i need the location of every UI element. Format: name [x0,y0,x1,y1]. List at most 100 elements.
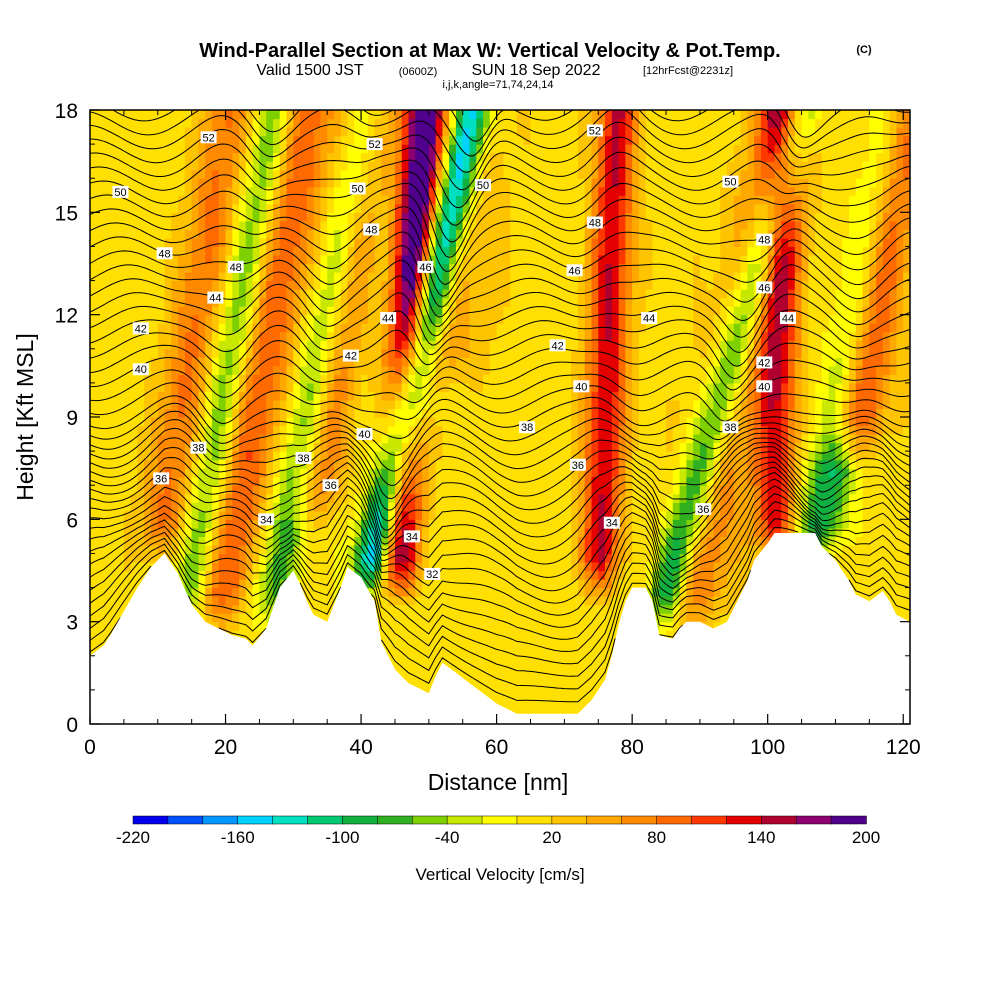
field-cell [137,399,145,410]
field-cell [428,596,437,606]
field-cell [333,314,342,324]
field-cell [333,587,342,597]
field-cell [449,570,457,580]
field-cell [469,553,477,563]
field-cell [510,144,518,154]
field-cell [96,254,105,265]
field-cell [381,365,389,375]
field-cell [374,246,383,256]
field-cell [530,110,538,120]
valid-date: SUN 18 Sep 2022 [472,62,601,79]
field-cell [374,604,383,614]
field-cell [266,246,274,256]
field-cell [279,144,288,154]
field-cell [144,553,152,563]
field-cell [537,348,545,358]
field-cell [462,348,471,358]
field-cell [503,246,511,256]
field-cell [503,272,511,282]
field-cell [422,561,430,572]
field-cell [455,237,464,248]
field-cell [530,306,538,316]
field-cell [449,621,457,631]
field-cell [469,229,477,239]
field-cell [90,144,98,154]
field-cell [178,144,186,154]
field-cell [313,579,322,589]
field-cell [401,280,410,290]
field-cell [306,459,315,469]
field-cell [320,186,328,196]
field-cell [361,272,369,282]
field-cell [191,561,200,572]
field-cell [157,519,166,529]
field-cell [320,553,328,563]
field-cell [150,391,159,401]
field-cell [544,493,552,503]
field-cell [306,468,315,478]
field-cell [388,425,396,435]
field-cell [164,408,172,418]
field-cell [435,246,443,256]
field-cell [279,237,288,248]
field-cell [245,178,254,188]
field-cell [401,451,410,461]
field-cell [90,212,98,222]
field-cell [469,203,477,213]
field-cell [496,118,504,128]
field-cell [449,408,457,418]
field-cell [496,630,504,640]
field-cell [503,536,511,546]
field-cell [266,425,274,435]
field-cell [96,331,105,341]
field-cell [327,502,335,512]
field-cell [184,161,193,171]
field-cell [374,485,383,495]
field-cell [191,306,200,316]
field-cell [381,323,389,333]
field-cell [510,502,518,512]
field-cell [320,144,328,154]
field-cell [347,263,355,273]
field-cell [150,203,159,213]
field-cell [171,127,179,137]
field-cell [483,570,491,580]
field-cell [476,519,484,529]
field-cell [537,613,545,623]
field-cell [286,510,294,520]
field-cell [320,152,328,162]
field-cell [340,399,349,410]
field-cell [516,289,525,299]
field-cell [489,237,498,248]
field-cell [103,374,111,384]
field-cell [211,169,220,179]
field-cell [293,510,301,520]
field-cell [272,246,281,256]
field-cell [537,417,545,427]
field-cell [103,110,111,120]
field-cell [476,408,484,418]
field-cell [110,110,118,120]
field-cell [483,169,491,179]
field-cell [232,365,240,375]
field-cell [252,212,261,222]
field-cell [510,169,518,179]
field-cell [164,229,172,239]
field-cell [198,434,206,444]
field-cell [496,604,504,614]
field-cell [422,135,430,145]
field-cell [503,127,511,137]
field-cell [259,425,267,435]
field-cell [266,118,274,128]
field-cell [96,561,105,572]
field-cell [374,442,383,452]
field-cell [428,579,437,589]
field-cell [347,382,355,393]
field-cell [449,382,457,393]
field-cell [130,579,139,589]
field-cell [530,374,538,384]
field-cell [401,664,410,674]
field-cell [394,127,403,137]
field-cell [530,672,538,682]
field-cell [550,212,559,222]
